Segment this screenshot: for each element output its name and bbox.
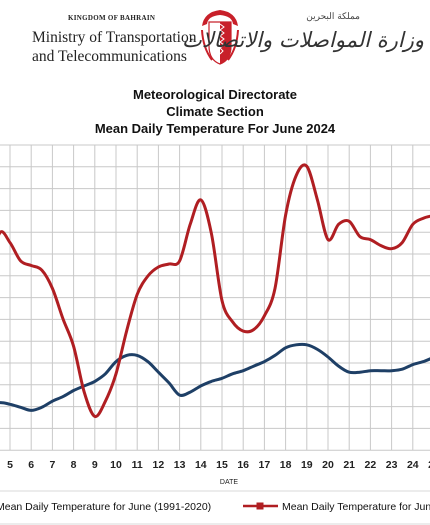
x-tick-label: 11	[132, 459, 143, 471]
ministry-header: KINGDOM OF BAHRAIN Ministry of Transport…	[0, 0, 430, 80]
x-tick-label: 17	[259, 459, 271, 471]
x-tick-label: 10	[110, 459, 122, 471]
series-line-2024	[0, 163, 430, 418]
x-tick-label: 14	[195, 459, 207, 471]
x-tick-label: 9	[92, 459, 98, 471]
chart-title-line2: Climate Section	[166, 104, 264, 119]
x-tick-label: 15	[216, 459, 228, 471]
arabic-ministry-name: وزارة المواصلات والاتصالات	[182, 28, 424, 52]
x-tick-label: 13	[174, 459, 186, 471]
ministry-name: Ministry of Transportation and Telecommu…	[32, 28, 202, 66]
x-tick-label: 23	[386, 459, 398, 471]
x-tick-label: 6	[28, 459, 34, 471]
series-line-normal	[0, 342, 430, 412]
x-axis-label: DATE	[220, 479, 238, 486]
x-tick-label: 16	[237, 459, 249, 471]
kingdom-label: KINGDOM OF BAHRAIN	[68, 14, 156, 22]
grid	[0, 144, 430, 451]
x-tick-label: 5	[7, 459, 13, 471]
chart-title-line3: Mean Daily Temperature For June 2024	[94, 121, 336, 136]
x-tick-label: 21	[343, 459, 355, 471]
x-tick-label: 12	[153, 459, 165, 471]
x-tick-label: 18	[280, 459, 292, 471]
legend-label-normal: Mean Daily Temperature for June (1991-20…	[0, 501, 211, 513]
chart-title-line1: Meteorological Directorate	[133, 87, 297, 102]
x-tick-label: 7	[49, 459, 55, 471]
x-tick-label: 20	[322, 459, 334, 471]
chart-title: Meteorological Directorate Climate Secti…	[0, 86, 430, 137]
ministry-name-line1: Ministry of Transportation	[32, 29, 197, 46]
legend-label-2024: Mean Daily Temperature for June 2024	[282, 501, 430, 513]
bahrain-emblem-icon	[201, 10, 239, 65]
x-tick-label: 24	[407, 459, 419, 471]
x-tick-label: 8	[71, 459, 77, 471]
x-tick-label: 25	[428, 459, 430, 471]
legend-marker-2024	[256, 502, 264, 510]
x-tick-label: 19	[301, 459, 313, 471]
x-tick-label: 22	[365, 459, 377, 471]
ministry-name-line2: and Telecommunications	[32, 48, 187, 65]
arabic-kingdom-label: مملكة البحرين	[306, 12, 360, 22]
